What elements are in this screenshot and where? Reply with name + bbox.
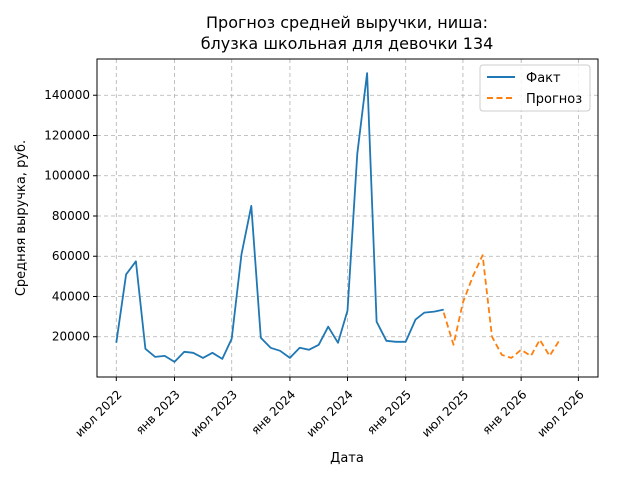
y-tick-label: 120000 [44, 128, 90, 142]
chart-title-line-1: Прогноз средней выручки, ниша: [206, 13, 488, 32]
y-axis-label: Средняя выручка, руб. [14, 140, 29, 296]
y-axis-ticks: 20000 40000 60000 80000 100000 120000 140000 [44, 88, 97, 344]
x-tick-label: июл 2023 [188, 387, 240, 439]
y-tick-label: 80000 [52, 209, 90, 223]
x-tick-label: июл 2022 [72, 387, 124, 439]
legend: Факт Прогноз [479, 64, 591, 112]
series-line-fact [115, 72, 444, 363]
grid [97, 59, 598, 377]
x-tick-label: янв 2024 [248, 387, 298, 437]
y-tick-label: 140000 [44, 88, 90, 102]
legend-label-fact: Факт [526, 71, 561, 86]
x-tick-label: июл 2026 [534, 387, 586, 439]
x-tick-label: июл 2024 [304, 387, 356, 439]
y-tick-label: 20000 [52, 330, 90, 344]
x-tick-label: янв 2025 [364, 387, 414, 437]
x-tick-label: июл 2025 [419, 387, 471, 439]
x-axis-label: Дата [330, 451, 364, 466]
series-layer [115, 72, 560, 363]
y-tick-label: 100000 [44, 169, 90, 183]
x-tick-label: янв 2026 [480, 387, 530, 437]
series-line-forecast [442, 254, 560, 359]
y-tick-label: 60000 [52, 249, 90, 263]
x-axis-ticks: июл 2022 янв 2023 июл 2023 янв 2024 июл 2024… [72, 377, 587, 440]
y-tick-label: 40000 [52, 289, 90, 303]
x-tick-label: янв 2023 [133, 387, 183, 437]
legend-label-forecast: Прогноз [526, 92, 582, 107]
chart-title-line-2: блузка школьная для девочки 134 [201, 34, 494, 53]
